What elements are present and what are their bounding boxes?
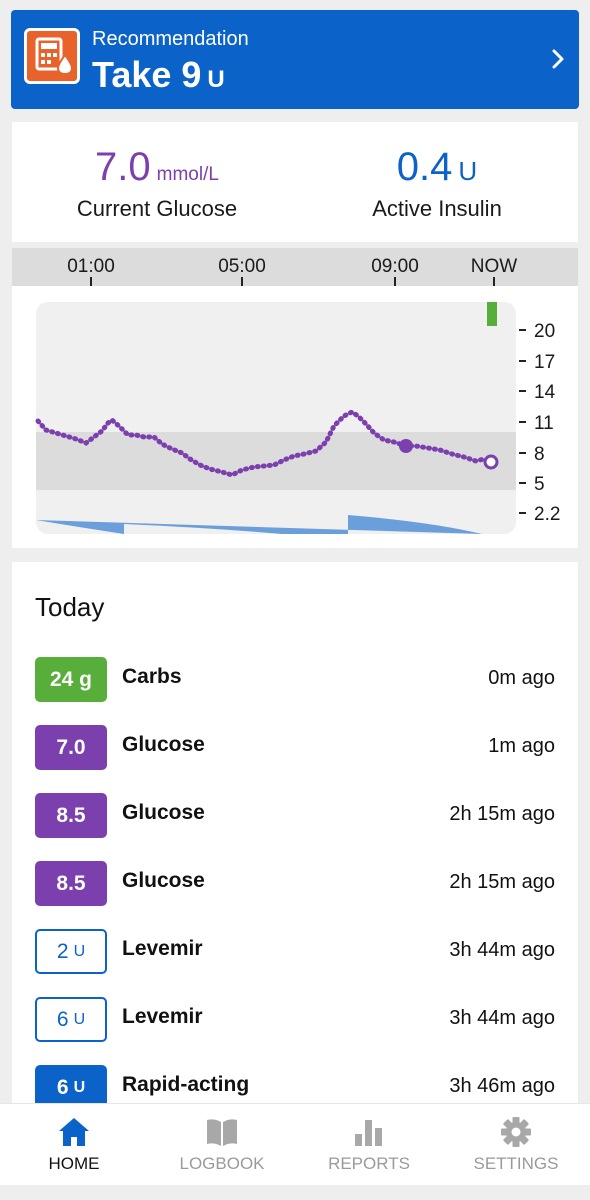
- nav-settings-label: SETTINGS: [473, 1154, 559, 1173]
- nav-reports-label: REPORTS: [328, 1154, 410, 1173]
- recommendation-label: Recommendation: [92, 28, 249, 50]
- glucose-badge: 8.5: [35, 861, 107, 906]
- today-title: Today: [35, 592, 105, 622]
- time-tick: [90, 277, 92, 286]
- logbook-icon: [207, 1119, 237, 1146]
- log-entry-glucose[interactable]: 8.5 Glucose 2h 15m ago: [12, 861, 578, 907]
- time-tick-label: NOW: [470, 256, 518, 277]
- glucose-badge-value: 8.5: [56, 803, 86, 827]
- log-entry-time: 3h 46m ago: [449, 1075, 555, 1097]
- glucose-badge-value: 8.5: [56, 871, 86, 895]
- timeline-header: 01:00 05:00 09:00 NOW: [12, 248, 578, 286]
- insulin-badge-value: 2: [56, 939, 69, 963]
- target-range-band: [36, 432, 516, 490]
- time-tick-label: 05:00: [218, 256, 266, 277]
- insulin-on-board-area: [36, 515, 482, 534]
- log-entry-name: Rapid-acting: [122, 1073, 250, 1096]
- chevron-right-icon: [552, 49, 564, 69]
- y-tick-label: 14: [534, 382, 556, 403]
- nav-logbook-label: LOGBOOK: [179, 1154, 265, 1173]
- insulin-badge-unit: U: [73, 1010, 86, 1028]
- log-entry-name: Glucose: [122, 869, 205, 892]
- insulin-badge-value: 6: [56, 1007, 69, 1031]
- glucose-badge: 8.5: [35, 793, 107, 838]
- nav-logbook[interactable]: LOGBOOK: [148, 1116, 296, 1174]
- glucose-chart-svg: 20 17 14 11 8 5 2.2: [35, 302, 560, 534]
- insulin-badge-unit: U: [73, 942, 86, 960]
- bottom-navigation: HOME LOGBOOK REPORTS: [0, 1103, 590, 1185]
- log-entry-time: 2h 15m ago: [449, 871, 555, 893]
- y-tick-label: 8: [534, 444, 545, 465]
- glucose-badge-value: 7.0: [56, 735, 86, 759]
- recommendation-unit: U: [207, 66, 225, 93]
- chart-background: [36, 302, 516, 534]
- current-glucose-marker: [483, 454, 499, 470]
- recommendation-amount: Take 9: [92, 54, 202, 95]
- insulin-badge-unit: U: [73, 1078, 86, 1096]
- current-glucose-value: 7.0: [95, 145, 151, 189]
- time-tick: [394, 277, 396, 286]
- log-entry-name: Glucose: [122, 801, 205, 824]
- log-entry-name: Glucose: [122, 733, 205, 756]
- time-tick-label: 01:00: [67, 256, 115, 277]
- log-entry-glucose[interactable]: 8.5 Glucose 2h 15m ago: [12, 793, 578, 839]
- y-tick-label: 17: [534, 352, 555, 373]
- today-log: Today 24 g Carbs 0m ago 7.0 Glucose 1m a…: [12, 562, 578, 1103]
- log-entry-glucose[interactable]: 7.0 Glucose 1m ago: [12, 725, 578, 771]
- nav-home[interactable]: HOME: [0, 1116, 148, 1174]
- log-entry-time: 0m ago: [488, 667, 555, 689]
- glucose-badge: 7.0: [35, 725, 107, 770]
- insulin-badge-value: 6: [56, 1075, 69, 1099]
- log-entry-time: 3h 44m ago: [449, 939, 555, 961]
- nav-home-label: HOME: [48, 1154, 100, 1173]
- active-insulin[interactable]: 0.4 U Active Insulin: [302, 142, 572, 222]
- nav-reports[interactable]: REPORTS: [295, 1116, 443, 1174]
- active-insulin-label: Active Insulin: [372, 196, 502, 221]
- carbs-marker: [487, 302, 497, 326]
- time-tick: [493, 277, 495, 286]
- y-tick-label: 5: [534, 474, 545, 495]
- y-tick-label: 2.2: [534, 504, 560, 525]
- y-axis: 20 17 14 11 8 5 2.2: [519, 321, 560, 525]
- y-tick-label: 11: [534, 413, 554, 434]
- log-entry-name: Levemir: [122, 1005, 203, 1028]
- time-tick: [241, 277, 243, 286]
- current-glucose-label: Current Glucose: [76, 196, 238, 221]
- carbs-badge-value: 24 g: [49, 667, 93, 691]
- active-insulin-unit: U: [458, 156, 478, 186]
- glucose-reading-marker: [399, 439, 413, 453]
- reports-icon: [355, 1120, 382, 1146]
- active-insulin-value: 0.4: [396, 145, 453, 189]
- log-entry-name: Levemir: [122, 937, 203, 960]
- y-tick-label: 20: [534, 321, 555, 342]
- bolus-calculator-icon: [24, 28, 80, 84]
- log-entry-time: 3h 44m ago: [449, 1007, 555, 1029]
- time-tick-label: 09:00: [371, 256, 419, 277]
- gear-icon: [501, 1117, 531, 1147]
- carbs-badge: 24 g: [35, 657, 107, 702]
- summary-card: 7.0 mmol/L Current Glucose 0.4 U Active In…: [12, 122, 578, 242]
- nav-settings[interactable]: SETTINGS: [442, 1116, 590, 1174]
- glucose-chart[interactable]: 20 17 14 11 8 5 2.2: [12, 286, 578, 548]
- current-glucose[interactable]: 7.0 mmol/L Current Glucose: [22, 142, 292, 222]
- home-icon: [59, 1118, 89, 1146]
- log-entry-carbs[interactable]: 24 g Carbs 0m ago: [12, 657, 578, 703]
- log-entry-name: Carbs: [122, 665, 182, 688]
- log-entry-time: 1m ago: [488, 735, 555, 757]
- current-glucose-unit: mmol/L: [156, 164, 219, 185]
- log-entry-time: 2h 15m ago: [449, 803, 555, 825]
